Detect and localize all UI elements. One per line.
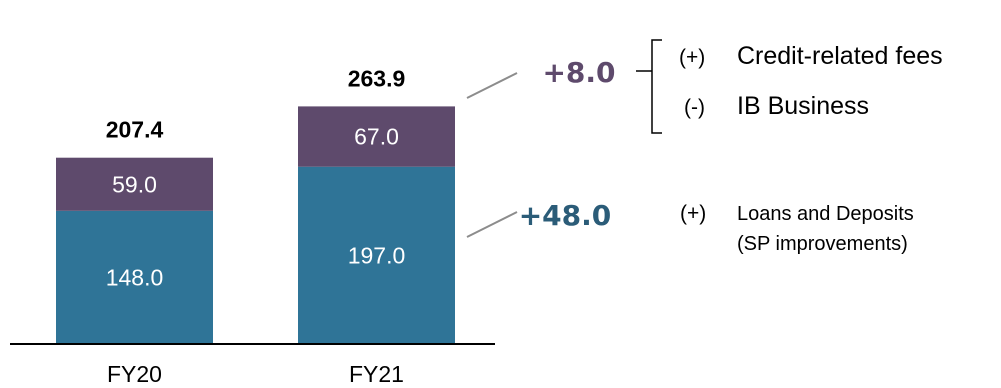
bar-segment-fy21-0	[298, 166, 455, 344]
note-text-2: IB Business	[737, 92, 869, 120]
segment-value-label-fy21-1: 67.0	[354, 124, 399, 150]
total-label-fy21: 263.9	[348, 65, 406, 91]
segment-value-label-fy20-0: 148.0	[106, 264, 164, 290]
note-sign-3: (+)	[680, 202, 706, 225]
category-labels-group: FY20 FY21	[107, 361, 404, 387]
note-text-1: Credit-related fees	[737, 42, 943, 70]
total-label-fy20: 207.4	[106, 117, 164, 143]
top-delta-label: +8.0	[542, 56, 615, 89]
category-label-fy21: FY21	[349, 361, 404, 387]
bar-segment-fy20-1	[56, 157, 213, 211]
segment-value-label-fy21-0: 197.0	[348, 242, 406, 268]
segment-value-label-fy20-1: 59.0	[112, 171, 157, 197]
note-text-3-line1: Loans and Deposits	[737, 203, 914, 225]
category-label-fy20: FY20	[107, 361, 162, 387]
note-sign-2: (-)	[684, 96, 705, 119]
bars-group	[56, 106, 455, 344]
note-text-3-line2: (SP improvements)	[737, 233, 908, 255]
bottom-delta-label: +48.0	[519, 199, 612, 232]
note-sign-1: (+)	[679, 46, 705, 69]
segment-labels-group: 148.0 59.0 197.0 67.0	[106, 124, 406, 291]
bar-segment-fy20-0	[56, 210, 213, 344]
top-connector-line	[466, 72, 518, 99]
bar-segment-fy21-1	[298, 106, 455, 167]
bottom-connector-line	[466, 211, 518, 238]
totals-group: 207.4 263.9	[106, 65, 406, 142]
top-notes-bracket	[651, 39, 662, 134]
